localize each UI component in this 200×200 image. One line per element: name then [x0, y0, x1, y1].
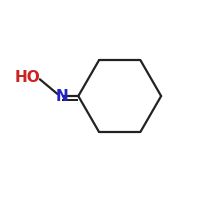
Text: N: N [55, 89, 68, 104]
Text: HO: HO [14, 70, 40, 85]
